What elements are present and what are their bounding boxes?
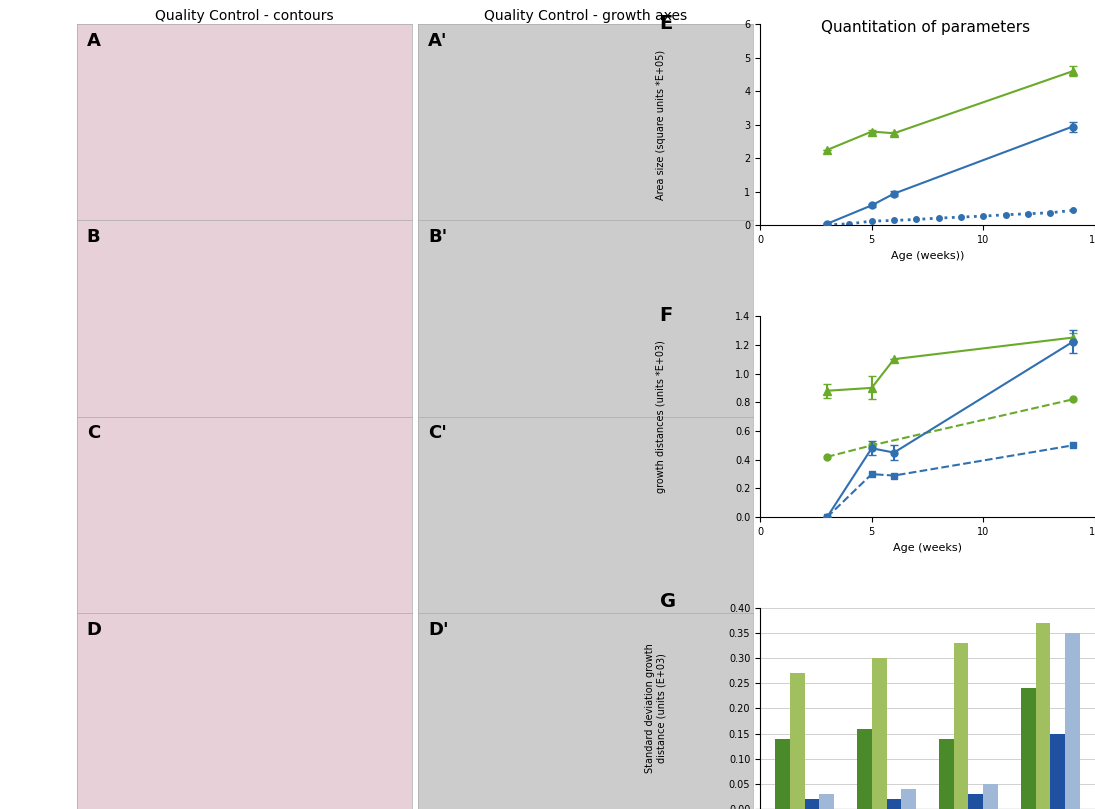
Bar [789, 673, 805, 809]
Bar [1065, 633, 1080, 809]
Bar [940, 739, 954, 809]
Y-axis label: Standard deviation growth
distance (units (E+03): Standard deviation growth distance (unit… [645, 643, 666, 773]
Y-axis label: growth distances (units *E+03): growth distances (units *E+03) [656, 341, 666, 493]
Bar [775, 739, 789, 809]
Title: Quality Control - growth axes: Quality Control - growth axes [484, 9, 688, 23]
Bar [968, 794, 983, 809]
Text: D: D [87, 621, 102, 638]
Bar [805, 799, 819, 809]
Bar [1036, 623, 1050, 809]
Text: E: E [659, 15, 672, 33]
Bar [857, 729, 872, 809]
Text: C: C [87, 425, 100, 443]
Bar [1021, 688, 1036, 809]
Y-axis label: Area size (square units *E+05): Area size (square units *E+05) [656, 50, 666, 200]
Bar [983, 784, 998, 809]
Text: B: B [87, 228, 101, 246]
Bar [872, 658, 887, 809]
Text: Quantitation of parameters: Quantitation of parameters [821, 20, 1029, 36]
Bar [819, 794, 834, 809]
Bar [1050, 734, 1065, 809]
Text: C': C' [428, 425, 447, 443]
Bar [954, 643, 968, 809]
Text: F: F [659, 306, 672, 325]
Bar [887, 799, 901, 809]
Text: A: A [87, 32, 101, 50]
Text: D': D' [428, 621, 449, 638]
X-axis label: Age (weeks)): Age (weeks)) [891, 251, 965, 260]
Text: B': B' [428, 228, 448, 246]
Title: Quality Control - contours: Quality Control - contours [154, 9, 334, 23]
Text: A': A' [428, 32, 448, 50]
Bar [901, 789, 917, 809]
X-axis label: Age (weeks): Age (weeks) [894, 543, 963, 553]
Text: G: G [659, 591, 676, 611]
